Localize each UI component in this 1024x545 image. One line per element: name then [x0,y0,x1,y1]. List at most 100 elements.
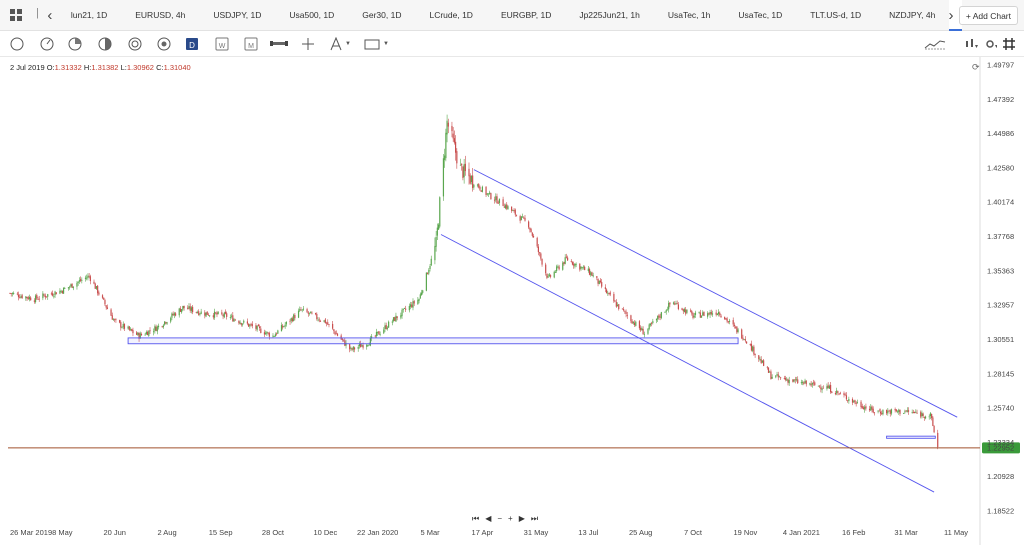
chart-tab[interactable]: LCrude, 1D [429,10,473,20]
calendar-d-icon[interactable]: D [183,35,200,52]
zoom-in-icon[interactable]: + [508,514,513,523]
circle-icon[interactable] [8,35,25,52]
ohlc-low-label: L: [120,63,127,72]
candle-body [675,303,677,305]
candle-body [290,318,292,321]
candle-body [532,235,535,238]
candle-body [507,206,509,210]
clock-icon[interactable] [126,35,143,52]
chart-tab[interactable]: USDJPY, 1D [213,10,262,20]
dial-icon[interactable] [38,35,55,52]
price-chart[interactable]: 1.22952 1.49797 1.47392 1.44986 1.42580 1.40… [0,57,1024,545]
y-tick-label: 1.40174 [987,198,1014,207]
candle-body [358,343,361,347]
candle-body [88,275,90,277]
x-tick-label: 11 May [944,528,968,537]
candle-body [366,344,368,347]
candle-body [71,283,73,288]
add-chart-button[interactable]: + Add Chart [958,6,1018,25]
candle-body [469,175,471,184]
candle-body [506,204,508,209]
y-tick-label: 1.42580 [987,163,1014,172]
chart-tab[interactable]: NZDJPY, 4h [889,10,936,20]
half-circle-icon[interactable] [96,35,113,52]
chart-type-icon[interactable]: ▾ [963,35,979,52]
grid-hash-icon[interactable] [1000,35,1017,52]
candle-body [557,266,559,268]
candle-body [895,409,897,412]
candle-body [605,289,608,294]
chart-tab[interactable]: TLT.US-d, 1D [810,10,862,20]
candle-body [9,293,11,294]
drawing-annotations: 1.22952 [8,169,1020,493]
candle-body [728,320,731,322]
chart-tab[interactable]: EURUSD, 4h [135,10,186,20]
candle-body [570,261,572,262]
crosshair-icon[interactable] [299,35,316,52]
tabs-prev-icon[interactable]: ‹ [47,6,53,24]
grid-menu-icon[interactable] [0,0,32,31]
candle-body [104,300,106,305]
dropdown-icon[interactable]: ▼ [383,40,389,47]
candle-body [843,393,845,395]
candle-body [463,164,465,178]
candle-body [144,334,146,336]
interval-icon[interactable] [270,35,288,52]
candle-body [26,296,28,299]
chart-tab[interactable]: EURGBP, 1D [500,10,552,20]
candle-body [419,294,421,299]
ohlc-low: 1.30962 [126,63,154,72]
chart-tab[interactable]: Jp225Jun21, 1h [579,10,640,20]
jump-end-icon[interactable]: ⏭ [530,514,539,523]
candle-body [243,320,245,323]
candle-body [854,400,856,403]
tabs-next-icon[interactable]: › [948,6,954,24]
refresh-icon[interactable]: ⟳ [972,62,980,72]
chart-tab[interactable]: lun21, 1D [70,10,108,20]
candle-body [689,310,692,312]
text-tool-icon[interactable] [327,35,344,52]
chart-tab[interactable]: USDCAD, 1D [949,0,962,31]
rectangle-icon[interactable] [364,35,380,52]
candle-body [596,276,598,278]
candle-body [155,326,157,332]
candle-body [328,324,330,325]
calendar-m-icon[interactable]: M [242,35,259,52]
target-icon[interactable] [155,35,172,52]
chart-tab[interactable]: UsaTec, 1D [738,10,783,20]
calendar-w-icon[interactable]: W [213,35,230,52]
candle-body [716,313,718,316]
candle-body [195,311,197,313]
pie-icon[interactable] [66,35,83,52]
indicator-icon[interactable] [924,35,946,52]
candle-body [335,333,337,335]
candle-body [692,313,694,318]
candle-body [212,315,214,318]
candle-body [87,275,89,278]
candle-body [742,337,744,340]
candle-body [691,311,693,314]
candle-body [659,316,661,318]
dropdown-icon[interactable]: ▼ [345,40,351,47]
candle-body [614,300,616,302]
candle-body [694,312,697,315]
candle-body [888,410,890,412]
settings-icon[interactable]: ▾ [981,35,998,52]
candle-body [523,217,525,219]
zoom-out-icon[interactable]: − [497,514,503,523]
candle-body [413,301,415,304]
scroll-right-icon[interactable]: ▶ [518,514,525,523]
candle-body [906,410,908,412]
candle-body [333,329,335,332]
scroll-left-icon[interactable]: ◀ [485,514,492,523]
candle-body [442,158,445,197]
candle-body [250,323,252,325]
candle-body [630,315,632,322]
candle-body [140,333,143,336]
jump-start-icon[interactable]: ⏮ [472,514,480,523]
chart-tab[interactable]: UsaTec, 1h [667,10,711,20]
chart-tab[interactable]: Usa500, 1D [289,10,335,20]
chart-tab[interactable]: Ger30, 1D [362,10,402,20]
candle-body [188,306,190,309]
candle-body [771,376,773,379]
